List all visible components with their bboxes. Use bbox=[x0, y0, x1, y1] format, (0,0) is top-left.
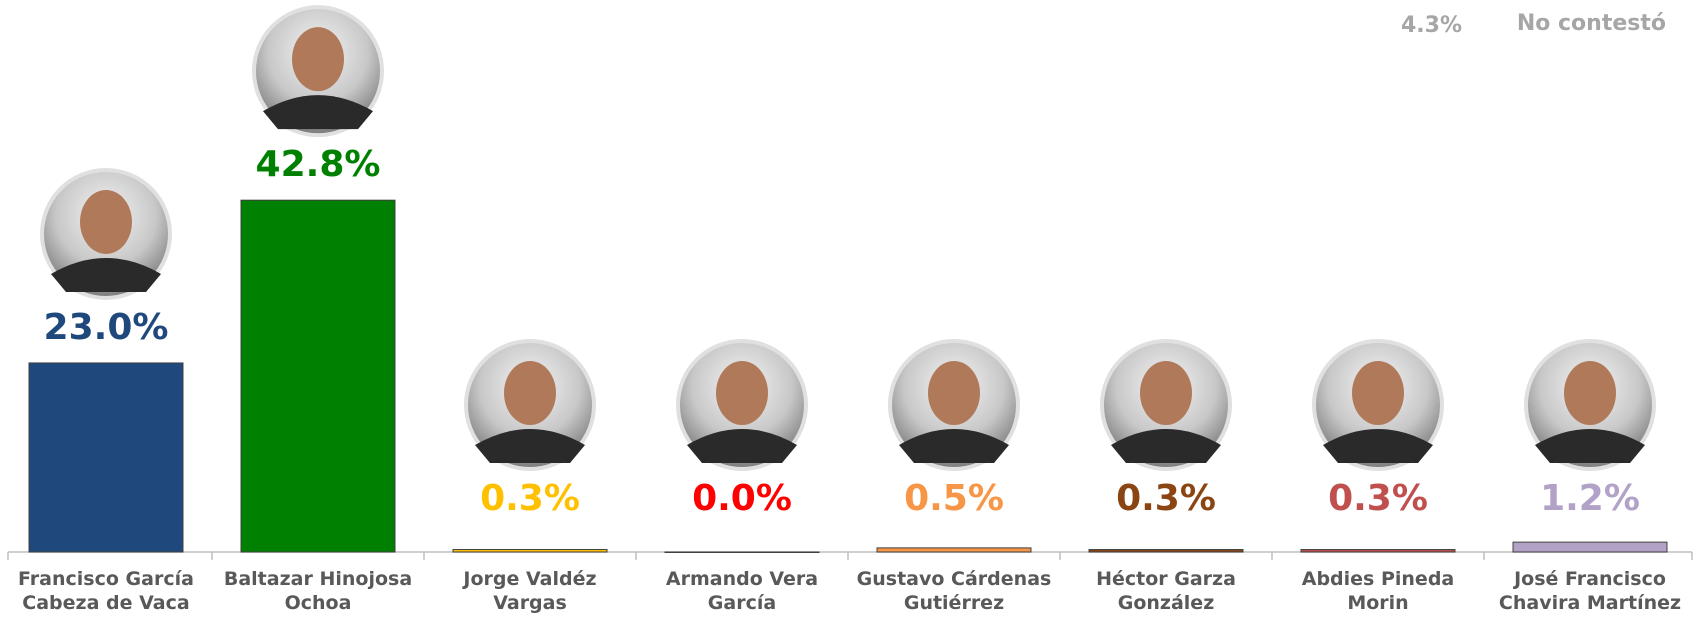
photo-suit bbox=[475, 429, 585, 463]
bar bbox=[452, 549, 608, 553]
photo-suit bbox=[1535, 429, 1645, 463]
bar bbox=[1300, 549, 1456, 553]
value-label: 0.3% bbox=[480, 478, 580, 519]
x-tick-label: Armando Vera García bbox=[665, 568, 819, 614]
value-label: 0.5% bbox=[904, 478, 1004, 519]
value-label: 23.0% bbox=[44, 307, 169, 348]
photo-head bbox=[1140, 361, 1192, 425]
photo-head bbox=[504, 361, 556, 425]
annotation-value: 4.3% bbox=[1401, 13, 1462, 38]
x-tick-label: Abdies Pineda Morin bbox=[1301, 568, 1455, 614]
x-tick-label: Héctor Garza González bbox=[1096, 568, 1236, 614]
bar bbox=[240, 199, 396, 553]
bar bbox=[876, 547, 1032, 553]
bar bbox=[28, 362, 184, 553]
photo-suit bbox=[1111, 429, 1221, 463]
photo-head bbox=[1564, 361, 1616, 425]
value-label: 1.2% bbox=[1540, 478, 1640, 519]
value-label: 0.3% bbox=[1328, 478, 1428, 519]
photo-suit bbox=[1323, 429, 1433, 463]
bar bbox=[1512, 541, 1668, 553]
photo-suit bbox=[263, 95, 373, 130]
x-tick-label: Gustavo Cárdenas Gutiérrez bbox=[856, 568, 1052, 614]
photo-suit bbox=[899, 429, 1009, 463]
bar bbox=[664, 551, 820, 553]
photo-head bbox=[292, 27, 344, 92]
value-label: 42.8% bbox=[256, 144, 381, 185]
photo-head bbox=[1352, 361, 1404, 425]
bar bbox=[1088, 549, 1244, 553]
photo-head bbox=[80, 189, 132, 254]
x-tick-label: Francisco García Cabeza de Vaca bbox=[18, 568, 194, 614]
value-label: 0.0% bbox=[692, 478, 792, 519]
photo-suit bbox=[687, 429, 797, 463]
photo-head bbox=[928, 361, 980, 425]
x-tick-label: Jorge Valdéz Vargas bbox=[463, 568, 597, 614]
value-label: 0.3% bbox=[1116, 478, 1216, 519]
x-tick-label: Baltazar Hinojosa Ochoa bbox=[223, 568, 413, 614]
photo-head bbox=[716, 361, 768, 425]
annotation-text: No contestó bbox=[1517, 11, 1666, 36]
x-tick-label: José Francisco Chavira Martínez bbox=[1498, 568, 1682, 614]
photo-suit bbox=[51, 257, 161, 292]
